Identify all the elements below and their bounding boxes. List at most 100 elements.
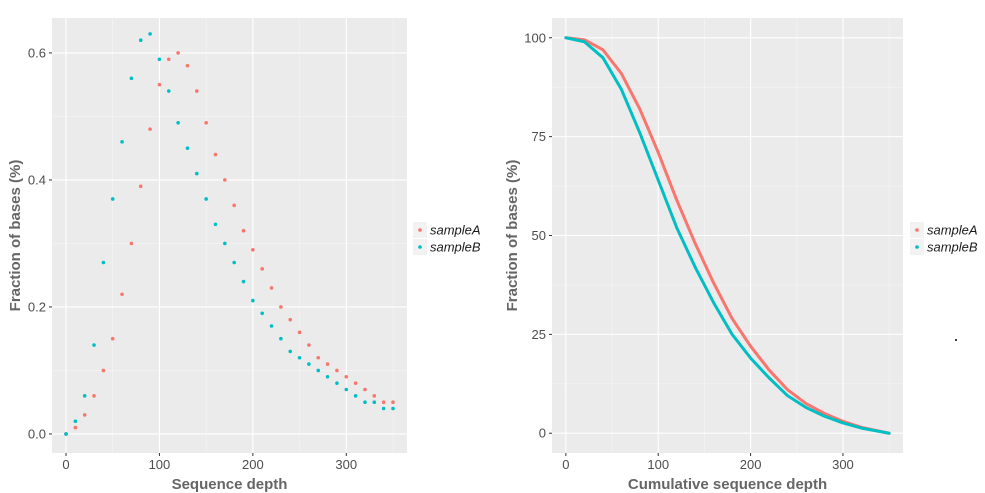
y-tick-label: 25 <box>532 327 546 342</box>
samplea-point <box>344 374 349 379</box>
sampleb-point <box>269 324 274 328</box>
samplea-point <box>73 425 78 430</box>
sampleb-point <box>101 260 106 265</box>
y-tick-label: 0.6 <box>28 45 46 60</box>
plot-background <box>52 18 407 453</box>
samplea-point <box>195 89 199 93</box>
x-axis-title: Cumulative sequence depth <box>628 476 827 493</box>
stray-dot <box>955 339 957 341</box>
sampleb-point <box>185 146 190 150</box>
samplea-point <box>325 362 330 366</box>
samplea-point <box>307 343 311 347</box>
samplea-point <box>129 241 134 246</box>
x-tick-label: 300 <box>832 457 854 472</box>
samplea-line <box>564 36 891 435</box>
samplea-point <box>176 51 180 55</box>
samplea-point <box>92 394 96 398</box>
x-tick-label: 0 <box>62 457 69 472</box>
sampleb-point <box>251 298 255 303</box>
y-axis-title: Fraction of bases (%) <box>504 160 521 312</box>
samplea-point <box>185 63 190 68</box>
sampleb-point <box>372 400 377 404</box>
samplea-point <box>148 127 152 131</box>
sampleb-point <box>223 241 227 246</box>
samplea-point <box>82 413 87 417</box>
sampleb-point <box>120 140 124 144</box>
legend-label-samplea: sampleA <box>430 223 481 238</box>
samplea-point <box>138 184 143 189</box>
legend-key-samplea <box>915 228 919 232</box>
x-tick-label: 100 <box>149 457 171 472</box>
samplea-point <box>232 203 236 208</box>
sampleb-line <box>564 36 891 435</box>
legend: sampleA sampleB <box>910 222 978 255</box>
samplea-point <box>353 381 358 385</box>
samplea-point <box>166 57 171 62</box>
legend-key-sampleb <box>915 245 919 249</box>
samplea-point <box>120 292 124 297</box>
y-tick-label: 0.0 <box>28 426 46 441</box>
legend: sampleA sampleB <box>413 222 481 255</box>
sampleb-point <box>82 394 87 398</box>
depth-distribution-panel: 0 100 200 300 0.0 0.2 0.4 0.6 Sequence depth Frac… <box>7 18 481 493</box>
y-tick-label: 50 <box>532 228 546 243</box>
sampleb-point <box>157 57 162 62</box>
x-axis-title: Sequence depth <box>172 476 288 493</box>
sampleb-point <box>138 38 143 43</box>
samplea-point <box>223 178 227 182</box>
legend-label-samplea: sampleA <box>927 223 978 238</box>
plot-area <box>564 36 891 435</box>
sampleb-point <box>297 355 302 360</box>
sampleb-point <box>204 197 208 201</box>
y-tick-label: 75 <box>532 129 546 144</box>
y-tick-label: 0.2 <box>28 299 46 314</box>
x-tick-label: 0 <box>562 457 569 472</box>
sampleb-point <box>166 89 171 93</box>
sampleb-point <box>391 406 395 411</box>
legend-label-sampleb: sampleB <box>430 240 481 255</box>
sampleb-point <box>381 406 386 411</box>
samplea-point <box>381 400 386 404</box>
samplea-point <box>279 305 283 309</box>
samplea-point <box>269 286 274 290</box>
samplea-point <box>391 400 395 404</box>
x-tick-label: 200 <box>242 457 264 472</box>
samplea-point <box>110 336 115 341</box>
samplea-point <box>316 355 321 360</box>
legend-label-sampleb: sampleB <box>927 240 978 255</box>
y-tick-label: 100 <box>524 30 546 45</box>
sampleb-point <box>64 432 68 436</box>
sampleb-point <box>129 76 134 81</box>
samplea-point <box>297 330 302 335</box>
sampleb-point <box>213 222 218 227</box>
sampleb-point <box>316 368 321 373</box>
sampleb-point <box>241 279 246 284</box>
legend-key-sampleb <box>418 245 422 249</box>
sampleb-point <box>110 197 115 201</box>
x-tick-label: 100 <box>647 457 669 472</box>
y-axis-title: Fraction of bases (%) <box>7 160 24 312</box>
samplea-point <box>101 368 106 373</box>
y-tick-label: 0.4 <box>28 172 46 187</box>
samplea-point <box>251 247 255 252</box>
cumulative-depth-panel: 0 100 200 300 0 25 50 75 100 Cumulative sequence … <box>504 18 978 493</box>
sampleb-point <box>288 349 293 354</box>
sampleb-point <box>92 343 96 347</box>
plot-area <box>64 32 395 436</box>
x-tick-label: 200 <box>740 457 762 472</box>
sampleb-point <box>232 260 236 265</box>
samplea-point <box>157 82 162 87</box>
samplea-point <box>204 120 208 125</box>
samplea-point <box>288 317 293 322</box>
sampleb-point <box>353 394 358 398</box>
sampleb-point <box>73 419 78 424</box>
y-tick-label: 0 <box>539 426 546 441</box>
sampleb-point <box>344 387 349 392</box>
sampleb-point <box>363 400 367 404</box>
samplea-point <box>372 394 377 398</box>
sampleb-point <box>307 362 311 366</box>
x-tick-label: 300 <box>335 457 357 472</box>
sampleb-point <box>176 120 180 125</box>
samplea-point <box>241 228 246 233</box>
